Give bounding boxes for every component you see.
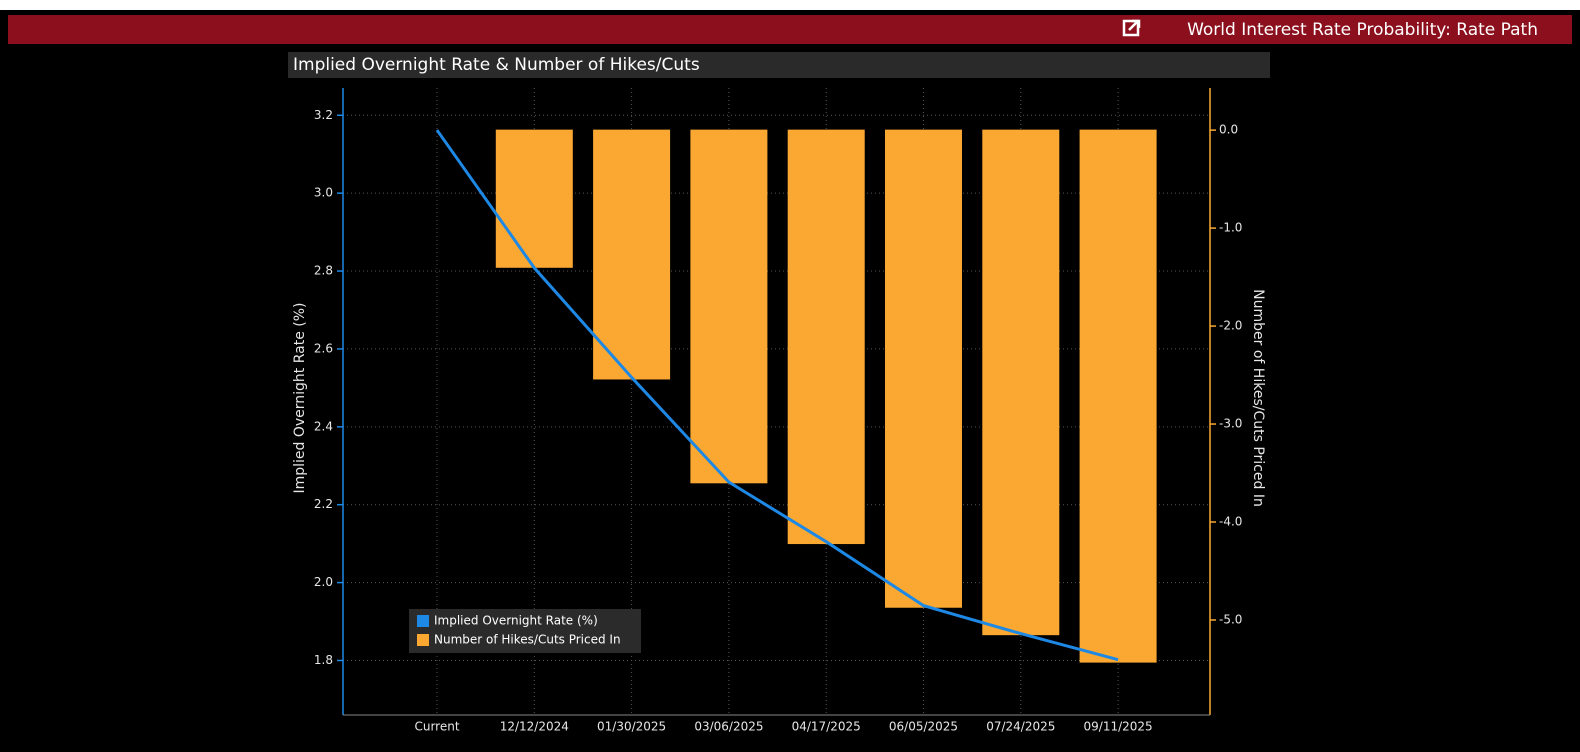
bar	[690, 129, 768, 484]
y-axis-label: Implied Overnight Rate (%)	[292, 302, 308, 493]
legend-label: Number of Hikes/Cuts Priced In	[434, 633, 621, 647]
x-tick-label: 04/17/2025	[792, 720, 861, 734]
y-tick-label: 2.6	[314, 341, 333, 355]
header-title: World Interest Rate Probability: Rate Pa…	[1187, 20, 1538, 40]
y-tick-label: 3.0	[314, 186, 333, 200]
bar	[885, 129, 962, 608]
bar	[495, 129, 573, 268]
bar	[982, 129, 1060, 636]
top-strip	[0, 0, 1580, 10]
y-tick-label: 2.8	[314, 264, 333, 278]
y-tick-label: 2.4	[314, 419, 333, 433]
x-tick-label: 07/24/2025	[986, 720, 1055, 734]
y2-tick-label: -1.0	[1219, 221, 1242, 235]
y2-tick-label: -3.0	[1219, 417, 1242, 431]
header-bar	[8, 15, 1572, 44]
x-tick-label: 12/12/2024	[500, 720, 569, 734]
chart-title: Implied Overnight Rate & Number of Hikes…	[293, 55, 700, 75]
legend-label: Implied Overnight Rate (%)	[434, 614, 598, 628]
bar	[1079, 129, 1157, 663]
x-tick-label: 03/06/2025	[694, 720, 763, 734]
legend-swatch	[417, 634, 429, 646]
x-tick-label: Current	[414, 720, 459, 734]
x-tick-label: 09/11/2025	[1084, 720, 1153, 734]
line	[435, 129, 1119, 662]
y2-tick-label: -5.0	[1219, 612, 1242, 626]
y2-axis-label: Number of Hikes/Cuts Priced In	[1250, 289, 1266, 507]
y2-tick-label: -4.0	[1219, 515, 1242, 529]
bar	[593, 129, 671, 380]
legend-box	[409, 609, 641, 653]
export-icon[interactable]	[1122, 19, 1141, 37]
x-tick-label: 06/05/2025	[889, 720, 958, 734]
y-tick-label: 2.2	[314, 497, 333, 511]
title-bar	[288, 52, 1270, 78]
y2-tick-label: -2.0	[1219, 319, 1242, 333]
legend-swatch	[417, 615, 429, 627]
y-tick-label: 2.0	[314, 575, 333, 589]
y-tick-label: 3.2	[314, 108, 333, 122]
x-tick-label: 01/30/2025	[597, 720, 666, 734]
y2-tick-label: 0.0	[1219, 123, 1238, 137]
bar	[787, 129, 865, 545]
y-tick-label: 1.8	[314, 653, 333, 667]
